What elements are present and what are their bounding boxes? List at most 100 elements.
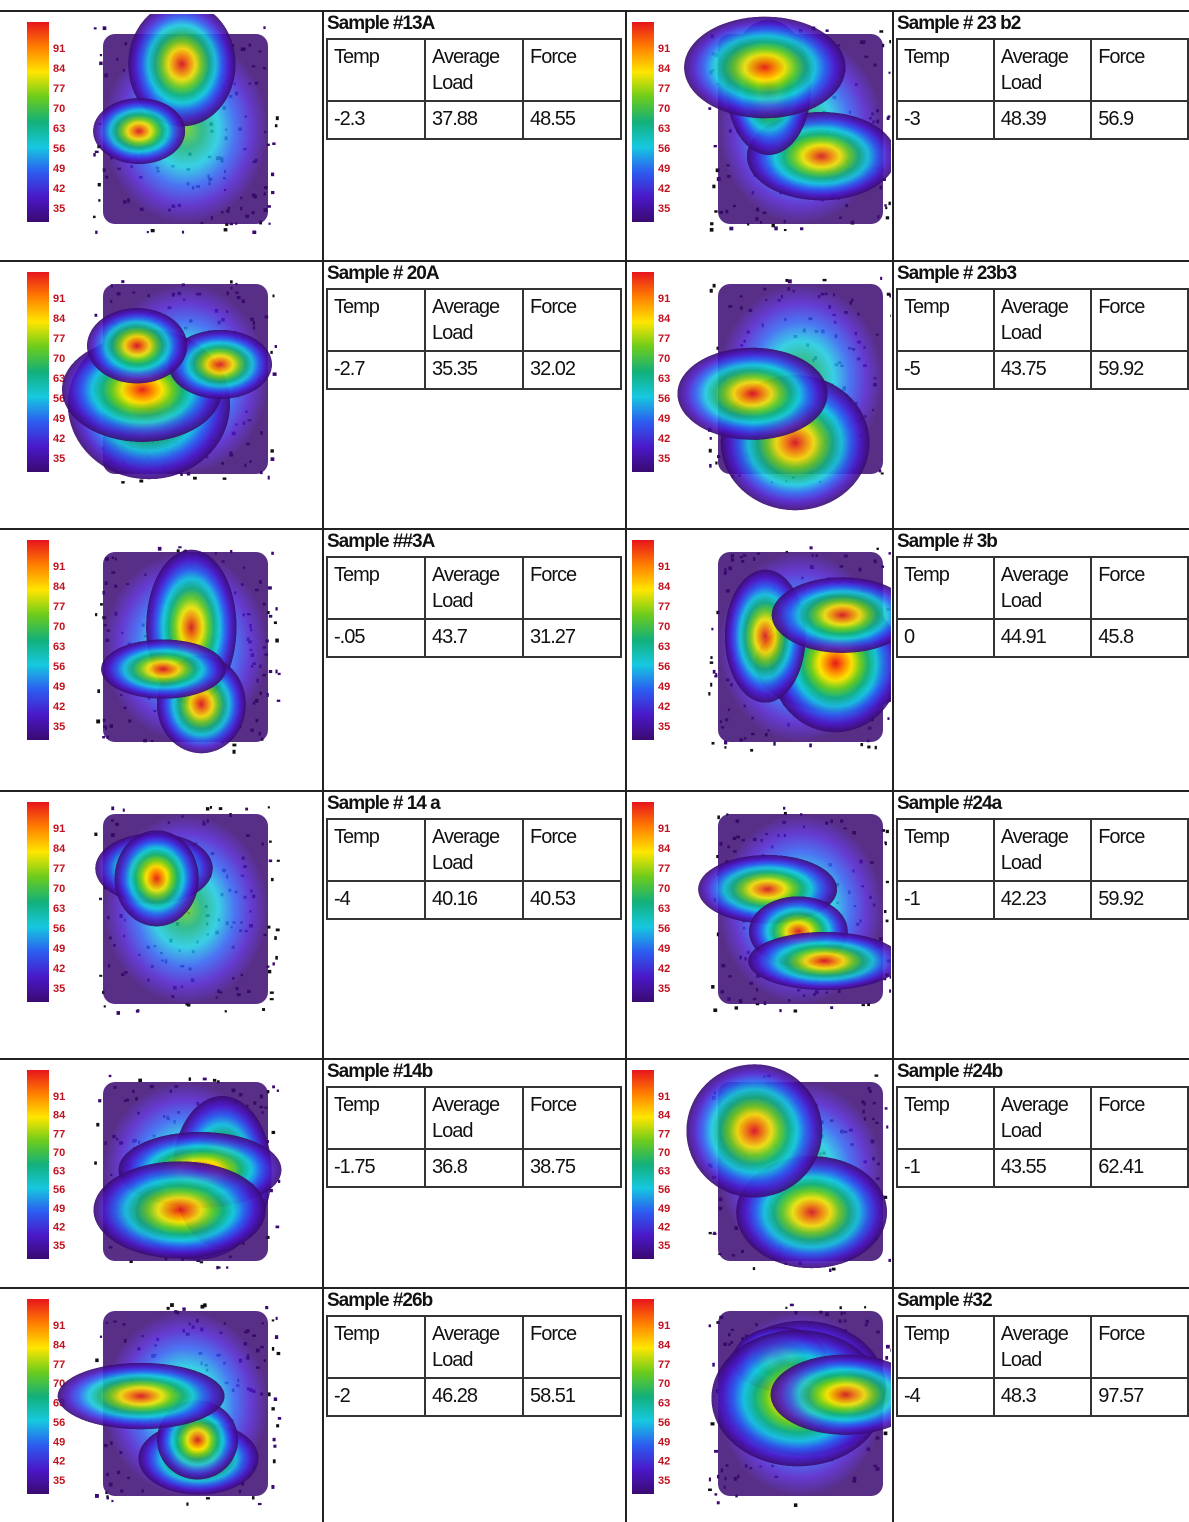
column-header: Average Load [992,556,1093,620]
color-scale-label: 84 [53,581,66,593]
pressure-map: 91 84 77 70 63 56 49 42 35 [632,802,891,1013]
color-scale-label: 77 [658,1128,670,1140]
noise-speck [710,1422,715,1426]
noise-speck [170,1303,174,1307]
noise-speck [716,1501,720,1505]
color-scale-label: 56 [658,143,670,155]
noise-speck [711,627,714,631]
pressure-blob [684,16,846,119]
color-scale-label: 42 [53,1456,65,1468]
noise-speck [266,1090,270,1094]
color-scale-label: 42 [53,701,65,713]
noise-speck [105,1491,108,1495]
noise-speck [218,807,223,811]
table-value: -.05 [326,618,426,658]
table-value: 37.88 [424,100,524,140]
table-value: 45.8 [1090,618,1189,658]
value-row: -1 42.23 59.92 [896,880,1189,920]
color-scale-bar [632,272,654,472]
noise-speck [269,1188,273,1193]
noise-speck [94,1161,97,1165]
header-row: Temp Average Load Force [326,818,622,882]
sample-title: Sample ##3A [327,531,435,552]
color-scale-label: 91 [53,561,65,573]
noise-speck [774,226,778,231]
noise-speck [102,736,105,739]
row-rule [0,790,1189,792]
noise-speck [270,457,275,461]
color-scale-label: 63 [658,1398,670,1410]
noise-speck [729,226,734,231]
noise-speck [708,1477,711,1482]
noise-speck [715,673,718,677]
noise-speck [224,1010,227,1013]
color-scale-label: 91 [658,1320,670,1332]
column-header: Force [522,818,622,882]
sample-table: Temp Average Load Force -4 48.3 97.57 [896,1315,1189,1417]
noise-speck [111,1499,114,1503]
noise-speck [275,669,278,674]
column-header: Temp [896,38,995,102]
noise-speck [883,1431,888,1436]
noise-speck [129,1260,133,1263]
value-row: -5 43.75 59.92 [896,350,1189,390]
table-value: 58.51 [522,1377,622,1417]
table-value: -2.7 [326,350,426,390]
noise-speck [222,477,227,480]
noise-speck [275,928,280,932]
table-value: 43.55 [992,1148,1093,1188]
color-scale-label: 70 [658,103,670,115]
table-value: 31.27 [522,618,622,658]
noise-speck [822,278,827,282]
noise-speck [268,614,273,618]
noise-speck [888,552,891,555]
noise-speck [273,1397,278,1401]
noise-speck [716,610,720,615]
color-scale-label: 56 [658,1417,670,1429]
header-row: Temp Average Load Force [896,1315,1189,1379]
sample-title: Sample # 3b [897,531,998,552]
color-scale-label: 35 [53,1240,65,1252]
noise-speck [98,199,101,202]
noise-speck [747,223,750,226]
column-header: Temp [326,288,426,352]
sample-table: Temp Average Load Force -.05 43.7 31.27 [326,556,622,658]
noise-speck [93,215,96,219]
header-row: Temp Average Load Force [896,38,1189,102]
noise-speck [99,1335,103,1338]
color-scale-label: 77 [658,863,670,875]
pressure-blob [771,577,891,653]
noise-speck [265,1305,269,1310]
noise-speck [274,124,278,128]
color-scale-label: 77 [658,1359,670,1371]
noise-speck [839,1306,842,1310]
color-scale-label: 84 [658,1339,671,1351]
color-scale-label: 63 [53,123,65,135]
column-header: Temp [326,1315,426,1379]
noise-speck [106,1496,110,1500]
noise-speck [715,461,718,465]
noise-speck [273,621,277,625]
color-scale-label: 42 [53,433,65,445]
noise-speck [146,230,149,234]
color-scale-label: 63 [53,903,65,915]
color-scale-label: 70 [658,353,670,365]
noise-speck [93,153,96,157]
noise-speck [709,463,712,468]
column-header: Force [522,556,622,620]
pressure-map: 91 84 77 70 63 56 49 42 35 [632,272,891,511]
color-scale-label: 49 [53,163,65,175]
color-scale-label: 56 [53,661,65,673]
sample-title: Sample #24b [897,1061,1003,1082]
noise-speck [99,897,103,901]
noise-speck [272,1437,276,1442]
noise-speck [223,228,228,232]
color-scale-label: 77 [53,863,65,875]
noise-speck [889,989,891,993]
header-row: Temp Average Load Force [326,1315,622,1379]
noise-speck [96,719,101,724]
noise-speck [166,1306,170,1310]
noise-speck [95,613,98,617]
color-scale-label: 35 [658,203,670,215]
color-scale-label: 84 [53,1110,66,1122]
